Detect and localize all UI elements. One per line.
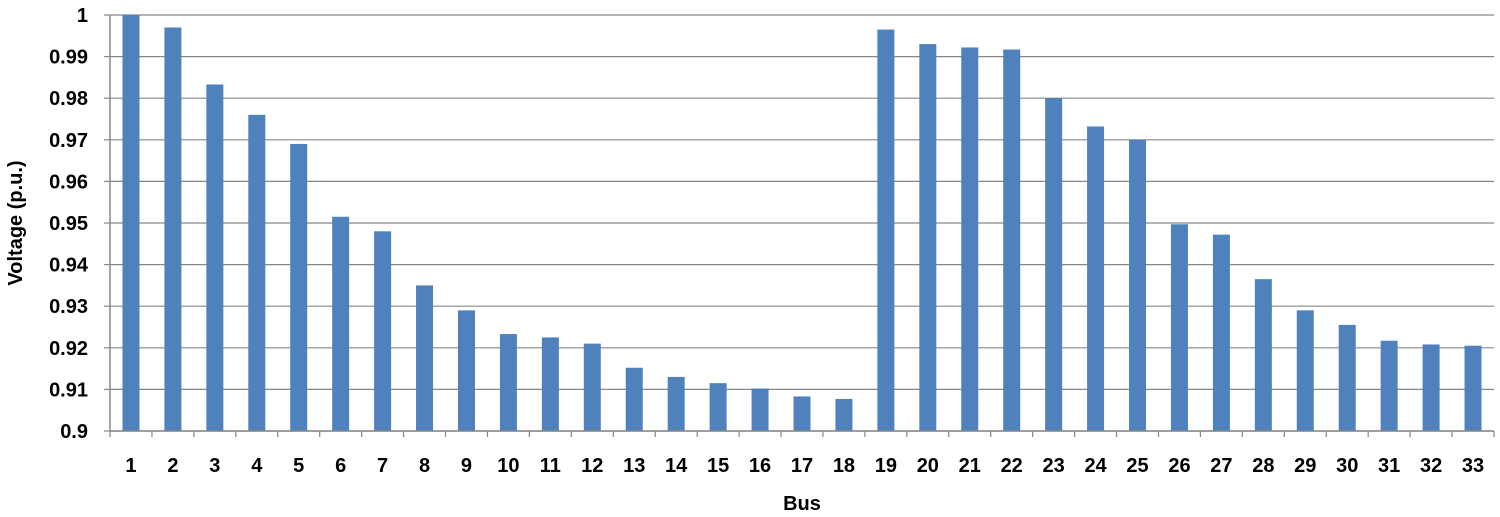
x-tick-label: 10 bbox=[497, 455, 519, 477]
bar-bus-1 bbox=[122, 15, 140, 431]
x-tick-labels: 1 2 3 4 5 6 7 8 9 10 11 12 13 14 15 16 17 18 19 20 21 22 23 24 2… bbox=[125, 455, 1484, 477]
bar-bus-4 bbox=[248, 114, 266, 431]
x-axis-title: Bus bbox=[783, 493, 821, 515]
bar-bus-28 bbox=[1254, 279, 1272, 431]
y-tick-label: 0.94 bbox=[49, 255, 89, 277]
bar-bus-8 bbox=[416, 285, 434, 431]
y-tick-label: 0.91 bbox=[49, 379, 88, 401]
bar-bus-32 bbox=[1422, 344, 1440, 431]
x-tick-label: 21 bbox=[959, 455, 981, 477]
bar-bus-12 bbox=[583, 343, 601, 431]
x-tick-label: 22 bbox=[1001, 455, 1023, 477]
bar-bus-26 bbox=[1170, 224, 1188, 431]
x-tick-label: 14 bbox=[665, 455, 688, 477]
y-tick-labels: 0.9 0.91 0.92 0.93 0.94 0.95 0.96 0.97 0.98 0.99 1 bbox=[49, 5, 89, 443]
bar-bus-16 bbox=[751, 388, 769, 431]
x-tick-label: 23 bbox=[1043, 455, 1065, 477]
bar-bus-7 bbox=[374, 231, 392, 431]
x-tick-label: 32 bbox=[1420, 455, 1442, 477]
bar-bus-30 bbox=[1338, 324, 1356, 431]
y-tick-label: 1 bbox=[77, 5, 88, 27]
x-tick-label: 31 bbox=[1378, 455, 1400, 477]
x-tick-label: 3 bbox=[209, 455, 220, 477]
bar-bus-15 bbox=[709, 383, 727, 431]
bar-bus-22 bbox=[1003, 49, 1021, 431]
bar-bus-13 bbox=[625, 367, 643, 431]
x-tick-label: 9 bbox=[461, 455, 472, 477]
bar-bus-17 bbox=[793, 396, 811, 431]
x-tick-label: 12 bbox=[581, 455, 603, 477]
bar-bus-25 bbox=[1129, 139, 1147, 432]
bar-bus-3 bbox=[206, 84, 224, 432]
x-tick-label: 8 bbox=[419, 455, 430, 477]
y-tick-label: 0.9 bbox=[60, 421, 88, 443]
x-tick-label: 27 bbox=[1210, 455, 1232, 477]
x-tick-label: 28 bbox=[1252, 455, 1274, 477]
bar-bus-9 bbox=[457, 310, 475, 431]
bar-bus-27 bbox=[1212, 234, 1230, 431]
bar-bus-10 bbox=[499, 334, 517, 431]
x-tick-label: 25 bbox=[1126, 455, 1148, 477]
bar-bus-2 bbox=[164, 27, 182, 431]
x-tick-label: 20 bbox=[917, 455, 939, 477]
bar-bus-21 bbox=[961, 47, 979, 432]
x-tick-label: 26 bbox=[1168, 455, 1190, 477]
axes bbox=[104, 14, 1495, 437]
x-tick-label: 13 bbox=[623, 455, 645, 477]
bar-bus-33 bbox=[1464, 345, 1482, 431]
y-tick-label: 0.93 bbox=[49, 296, 88, 318]
bar-bus-23 bbox=[1045, 98, 1063, 431]
y-tick-label: 0.95 bbox=[49, 213, 88, 235]
x-tick-label: 15 bbox=[707, 455, 729, 477]
bar-bus-14 bbox=[667, 376, 685, 431]
x-tick-label: 17 bbox=[791, 455, 813, 477]
y-tick-label: 0.92 bbox=[49, 338, 88, 360]
x-tick-label: 2 bbox=[167, 455, 178, 477]
y-tick-label: 0.97 bbox=[49, 130, 88, 152]
x-tick-label: 30 bbox=[1336, 455, 1358, 477]
x-tick-label: 5 bbox=[293, 455, 304, 477]
x-tick-label: 16 bbox=[749, 455, 771, 477]
bar-bus-6 bbox=[332, 216, 350, 431]
bar-bus-24 bbox=[1087, 126, 1105, 431]
x-tick-label: 19 bbox=[875, 455, 897, 477]
x-tick-label: 7 bbox=[377, 455, 388, 477]
bar-bus-19 bbox=[877, 29, 895, 432]
bar-bus-11 bbox=[541, 337, 559, 431]
bar-bus-31 bbox=[1380, 340, 1398, 431]
gridlines bbox=[110, 14, 1494, 432]
bar-bus-20 bbox=[919, 44, 937, 432]
x-tick-label: 11 bbox=[540, 455, 561, 477]
y-axis-title: Voltage (p.u.) bbox=[5, 160, 27, 285]
x-tick-label: 33 bbox=[1462, 455, 1484, 477]
y-tick-label: 0.98 bbox=[49, 88, 88, 110]
bar-bus-18 bbox=[835, 398, 853, 431]
x-tick-label: 4 bbox=[251, 455, 263, 477]
x-tick-label: 6 bbox=[335, 455, 346, 477]
bar-bus-29 bbox=[1296, 310, 1314, 431]
y-tick-label: 0.96 bbox=[49, 171, 88, 193]
x-tick-label: 1 bbox=[125, 455, 136, 477]
bar-bus-5 bbox=[290, 143, 308, 431]
x-tick-label: 18 bbox=[833, 455, 855, 477]
bars bbox=[122, 15, 1482, 432]
y-tick-label: 0.99 bbox=[49, 47, 88, 69]
x-tick-label: 24 bbox=[1084, 455, 1107, 477]
x-tick-label: 29 bbox=[1294, 455, 1316, 477]
